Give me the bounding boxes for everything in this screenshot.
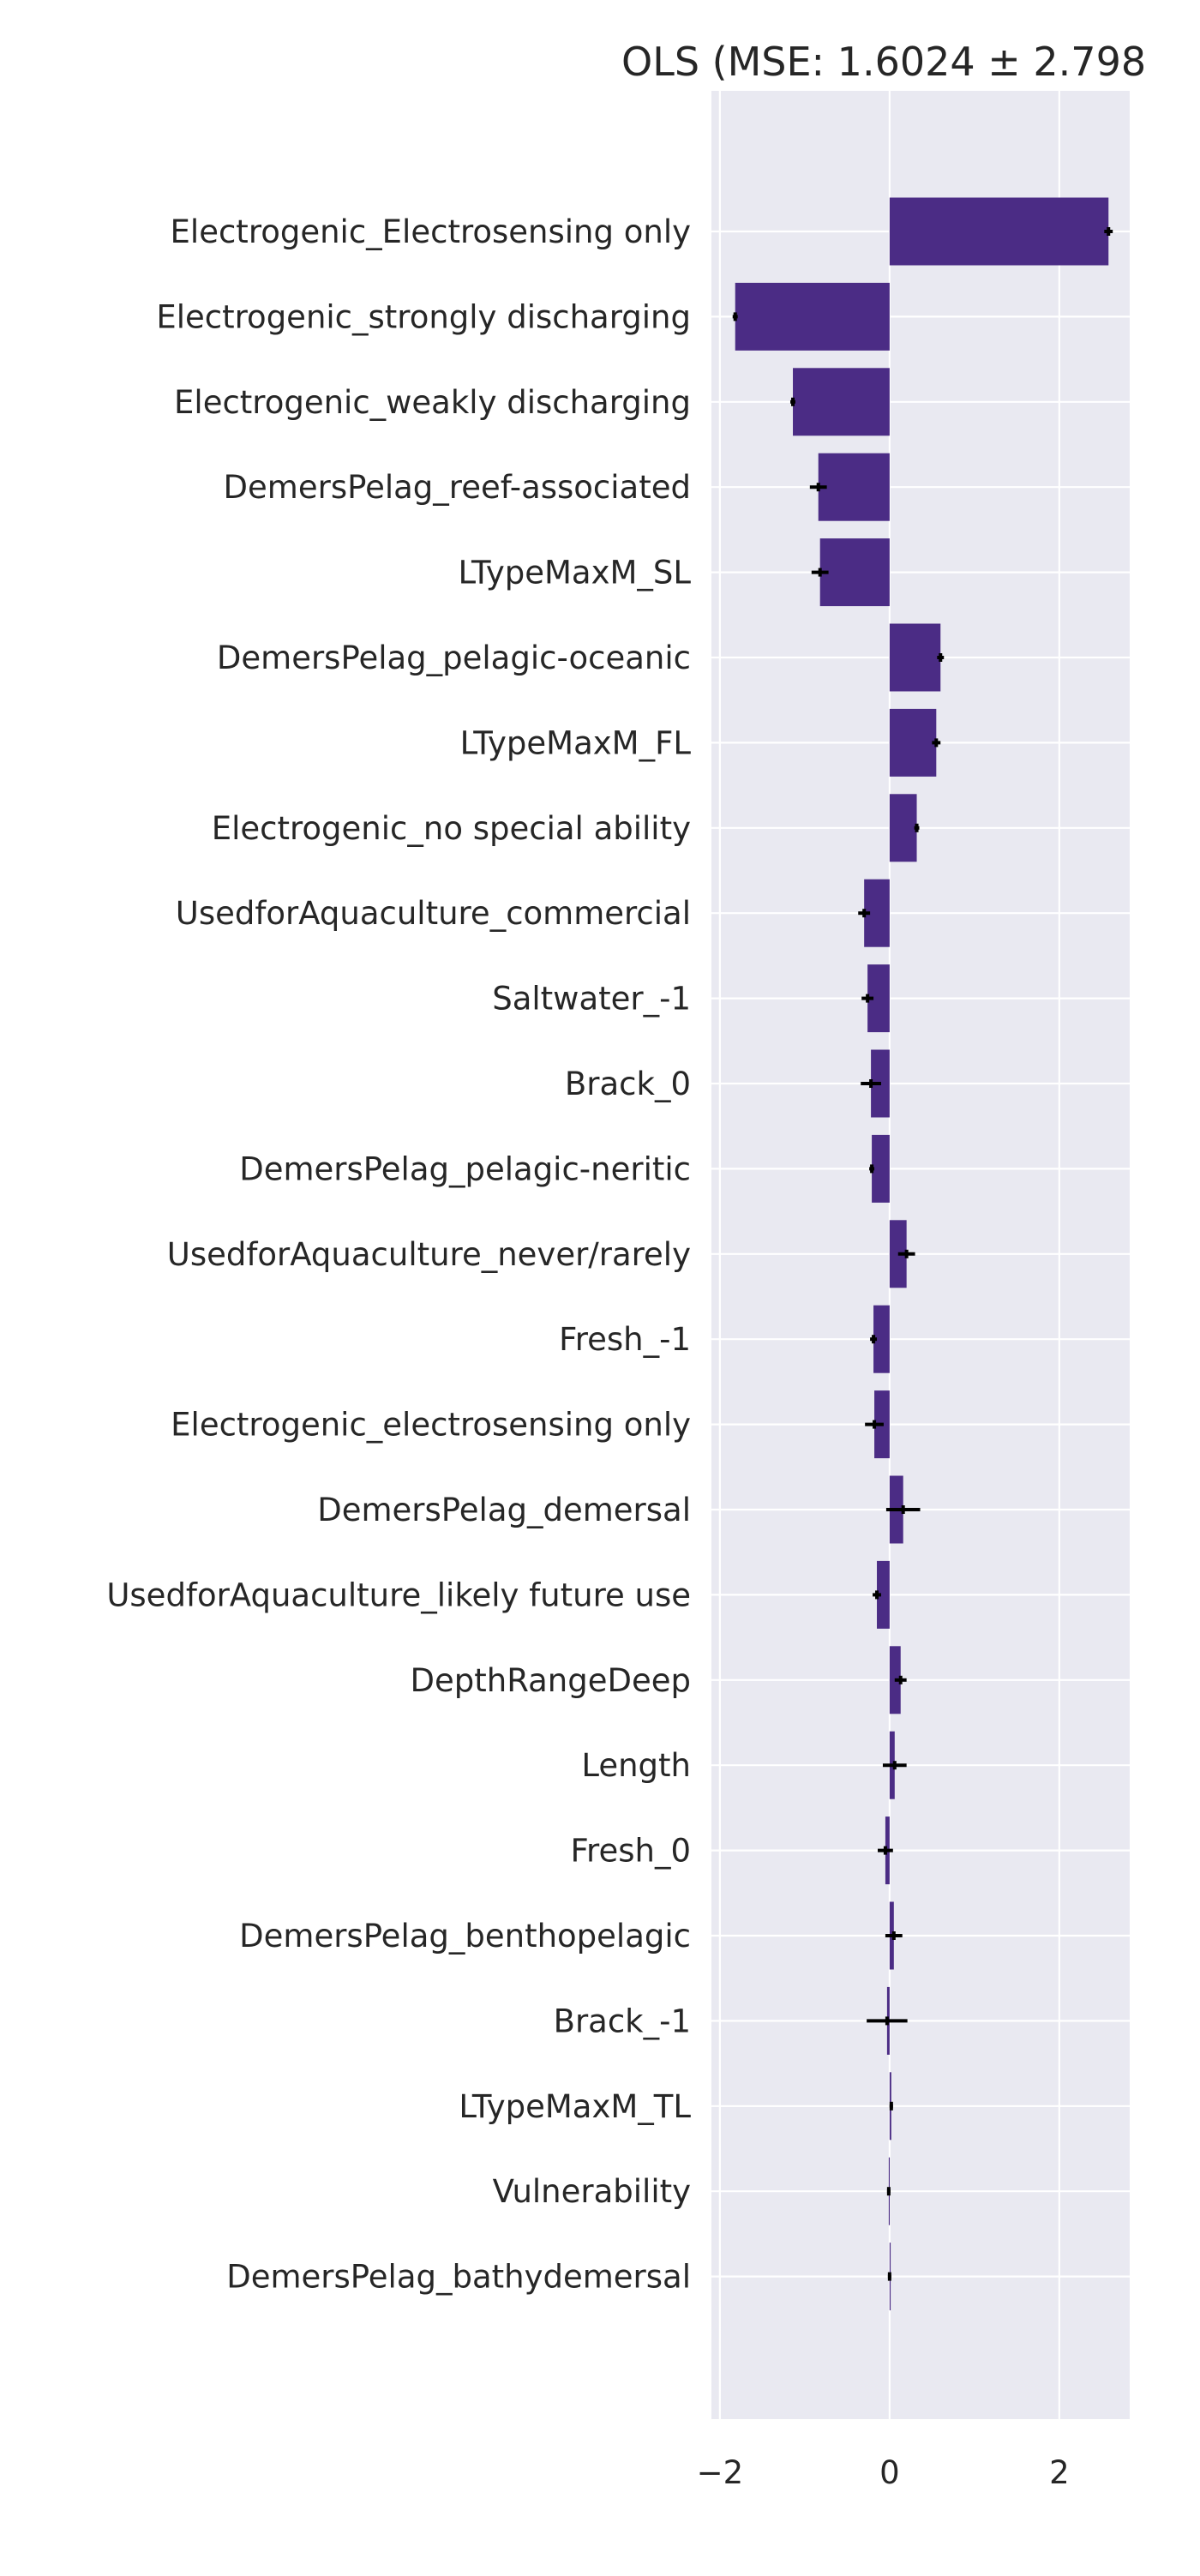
category-label: UsedforAquaculture_never/rarely bbox=[167, 1236, 691, 1273]
x-tick-label: 2 bbox=[1049, 2454, 1070, 2491]
category-label: DemersPelag_pelagic-oceanic bbox=[217, 639, 691, 676]
category-label: Electrogenic_weakly discharging bbox=[174, 384, 691, 421]
bar bbox=[735, 282, 890, 351]
category-label: Vulnerability bbox=[493, 2173, 691, 2210]
bar bbox=[819, 538, 890, 607]
bar bbox=[793, 368, 890, 436]
category-label: DemersPelag_benthopelagic bbox=[239, 1918, 691, 1955]
bar bbox=[872, 1134, 890, 1203]
category-label: DemersPelag_pelagic-neritic bbox=[239, 1150, 691, 1187]
category-label: DepthRangeDeep bbox=[411, 1662, 691, 1699]
x-tick-label: 0 bbox=[879, 2454, 900, 2491]
bar bbox=[877, 1560, 890, 1629]
category-label: LTypeMaxM_FL bbox=[460, 724, 692, 761]
category-label: Length bbox=[581, 1747, 691, 1784]
category-label: Fresh_-1 bbox=[559, 1321, 691, 1358]
category-label: DemersPelag_bathydemersal bbox=[226, 2259, 691, 2296]
bar bbox=[889, 794, 917, 862]
chart-title: OLS (MSE: 1.6024 ± 2.798 bbox=[621, 39, 1146, 85]
bar bbox=[889, 623, 941, 692]
bars bbox=[735, 197, 1109, 2311]
category-label: UsedforAquaculture_commercial bbox=[176, 895, 691, 932]
x-tick-labels: −2 0 2 bbox=[697, 2454, 1070, 2491]
category-label: Electrogenic_strongly discharging bbox=[156, 298, 691, 335]
category-label: DemersPelag_reef-associated bbox=[224, 469, 691, 506]
x-tick-label: −2 bbox=[697, 2454, 744, 2491]
category-label: Brack_0 bbox=[565, 1066, 691, 1102]
bar bbox=[873, 1305, 890, 1373]
category-label: DemersPelag_demersal bbox=[317, 1492, 691, 1528]
category-label: LTypeMaxM_SL bbox=[458, 555, 691, 591]
category-label: LTypeMaxM_TL bbox=[459, 2088, 691, 2125]
bar bbox=[818, 453, 890, 521]
category-label: Electrogenic_Electrosensing only bbox=[171, 213, 691, 250]
category-label: Saltwater_-1 bbox=[492, 981, 691, 1018]
error-bars bbox=[732, 227, 1113, 2281]
category-label: Fresh_0 bbox=[570, 1833, 691, 1870]
category-label: Electrogenic_no special ability bbox=[212, 810, 691, 847]
bar bbox=[889, 197, 1109, 266]
category-label: Brack_-1 bbox=[554, 2003, 691, 2039]
plot-area bbox=[711, 91, 1130, 2419]
category-labels: Electrogenic_Electrosensing only Electrog… bbox=[106, 213, 691, 2296]
gridlines bbox=[711, 91, 1130, 2419]
category-label: Electrogenic_electrosensing only bbox=[171, 1407, 691, 1444]
category-label: UsedforAquaculture_likely future use bbox=[106, 1576, 691, 1613]
bar bbox=[889, 708, 937, 777]
